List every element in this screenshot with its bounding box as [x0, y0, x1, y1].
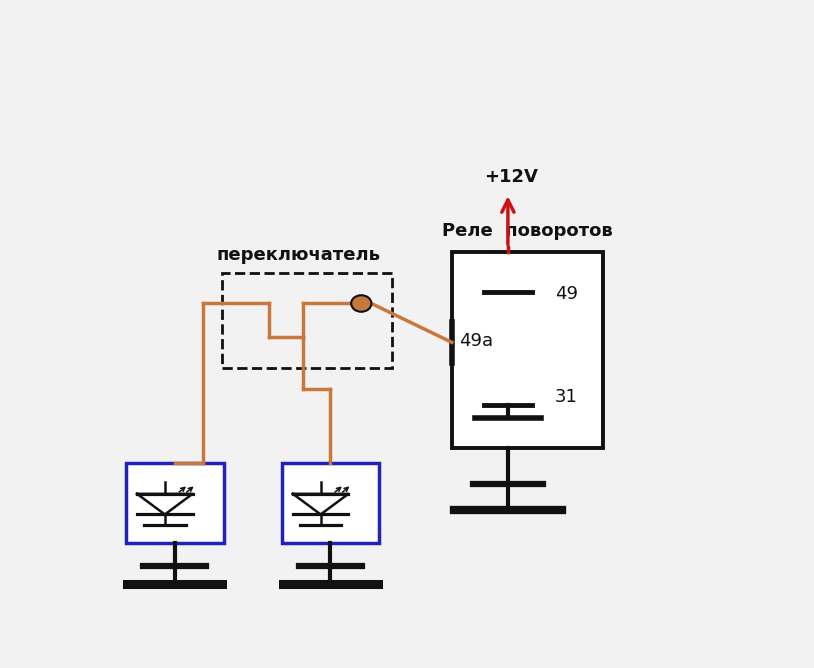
Bar [221, 273, 392, 368]
Text: 49а: 49а [459, 332, 493, 350]
Bar [452, 253, 603, 448]
Bar [282, 464, 379, 543]
Circle shape [351, 295, 371, 312]
Text: переключатель: переключатель [217, 246, 380, 264]
Text: +12V: +12V [484, 168, 538, 186]
Text: Реле  поворотов: Реле поворотов [442, 222, 613, 240]
Text: 31: 31 [555, 388, 578, 406]
Text: 49: 49 [555, 285, 578, 303]
Bar [125, 464, 224, 543]
